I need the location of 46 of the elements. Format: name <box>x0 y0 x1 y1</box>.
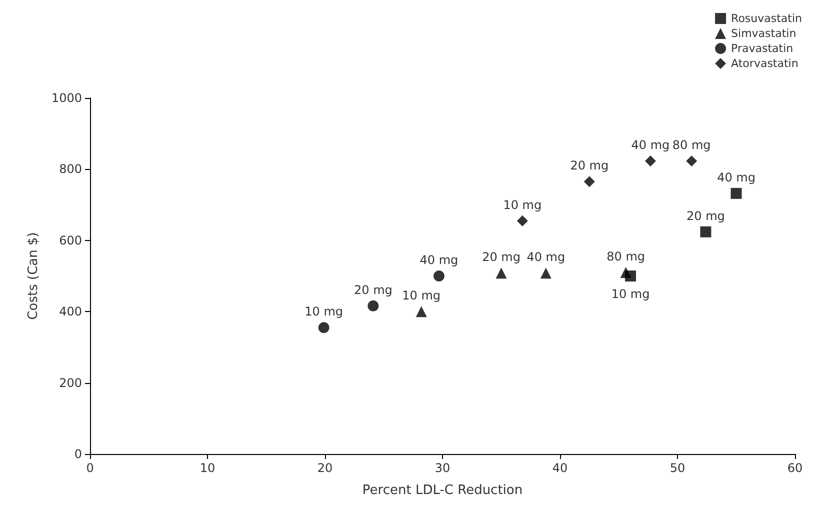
x-tick-label: 10 <box>200 461 216 475</box>
legend-label: Rosuvastatin <box>731 12 802 25</box>
annotation: 40 mg <box>526 250 566 264</box>
point <box>686 156 698 167</box>
annotation: 20 mg <box>354 282 392 297</box>
point <box>416 306 427 318</box>
point <box>516 215 528 226</box>
x-tick-label: 30 <box>434 461 450 475</box>
x-axis-title: Percent LDL-C Reduction <box>362 483 523 498</box>
y-tick-label: 600 <box>59 233 82 248</box>
y-tick-label: 800 <box>59 162 82 176</box>
annotation: 10 mg <box>402 288 441 303</box>
annotation: 10 mg <box>304 304 344 319</box>
y-axis-title: Costs (Can $) <box>26 232 41 320</box>
annotation: 10 mg <box>611 287 650 301</box>
point <box>700 226 712 238</box>
point <box>318 322 330 334</box>
point <box>433 270 444 282</box>
annotation: 20 mg <box>686 208 725 223</box>
annotation: 40 mg <box>717 170 756 184</box>
annotation: 40 mg <box>420 253 458 267</box>
legend-label: Simvastatin <box>731 27 796 40</box>
point <box>368 300 379 312</box>
x-tick-label: 60 <box>787 461 803 475</box>
y-tick-label: 0 <box>74 447 82 461</box>
x-tick-label: 50 <box>670 461 686 475</box>
x-tick-label: 0 <box>86 461 94 475</box>
x-tick-label: 40 <box>552 461 568 475</box>
point <box>496 268 507 279</box>
y-tick-label: 1000 <box>51 91 82 105</box>
point <box>584 176 595 188</box>
annotation: 10 mg <box>503 198 542 212</box>
point <box>730 188 742 199</box>
legend-label: Atorvastatin <box>731 57 798 70</box>
y-tick-label: 200 <box>59 376 82 390</box>
annotation: 20 mg <box>482 250 520 264</box>
x-tick-label: 20 <box>317 461 333 475</box>
y-tick-label: 400 <box>59 304 82 319</box>
point <box>644 156 656 167</box>
annotation: 40 mg <box>631 138 670 152</box>
point <box>620 266 632 278</box>
annotation: 20 mg <box>570 158 609 173</box>
annotation: 80 mg <box>606 249 645 264</box>
point <box>540 268 552 279</box>
annotation: 80 mg <box>672 138 711 152</box>
legend-label: Pravastatin <box>731 42 794 55</box>
